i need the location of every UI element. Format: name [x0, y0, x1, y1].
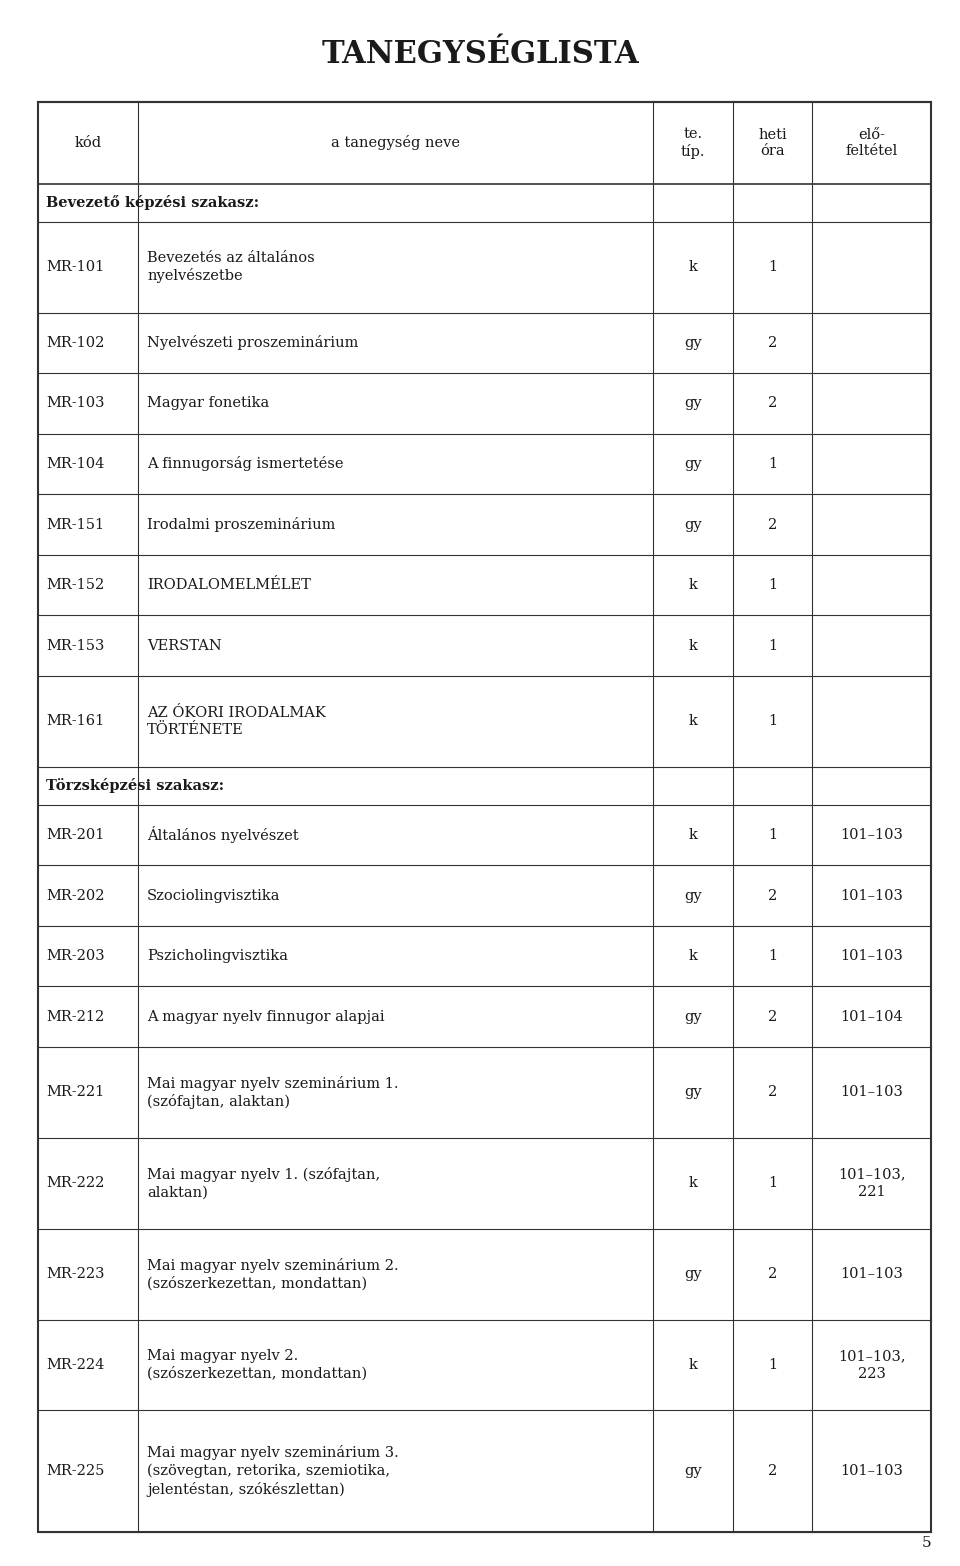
- Text: 101–103: 101–103: [840, 1267, 903, 1281]
- Text: gy: gy: [684, 1464, 702, 1478]
- Text: 101–104: 101–104: [840, 1010, 903, 1024]
- Text: 2: 2: [768, 1267, 777, 1281]
- Text: 1: 1: [768, 578, 777, 592]
- Text: k: k: [688, 260, 698, 274]
- Text: MR-101: MR-101: [46, 260, 105, 274]
- Text: MR-201: MR-201: [46, 828, 105, 843]
- Text: 101–103: 101–103: [840, 828, 903, 843]
- Text: Mai magyar nyelv 2.
(szószerkezettan, mondattan): Mai magyar nyelv 2. (szószerkezettan, mo…: [147, 1348, 368, 1381]
- Text: 101–103: 101–103: [840, 949, 903, 963]
- Text: gy: gy: [684, 396, 702, 410]
- Text: 101–103,
221: 101–103, 221: [838, 1168, 905, 1200]
- Text: 2: 2: [768, 335, 777, 349]
- Text: MR-161: MR-161: [46, 714, 105, 728]
- Text: MR-225: MR-225: [46, 1464, 105, 1478]
- Text: gy: gy: [684, 335, 702, 349]
- Text: 2: 2: [768, 888, 777, 902]
- Text: 2: 2: [768, 1464, 777, 1478]
- Text: Mai magyar nyelv szeminárium 1.
(szófajtan, alaktan): Mai magyar nyelv szeminárium 1. (szófajt…: [147, 1076, 398, 1109]
- Text: MR-223: MR-223: [46, 1267, 105, 1281]
- Text: k: k: [688, 949, 698, 963]
- Text: k: k: [688, 1358, 698, 1372]
- Text: A magyar nyelv finnugor alapjai: A magyar nyelv finnugor alapjai: [147, 1010, 385, 1024]
- Text: MR-222: MR-222: [46, 1176, 105, 1190]
- Text: 1: 1: [768, 714, 777, 728]
- Text: kód: kód: [75, 136, 102, 150]
- Text: 101–103: 101–103: [840, 1085, 903, 1099]
- Text: MR-151: MR-151: [46, 517, 105, 531]
- Text: gy: gy: [684, 517, 702, 531]
- Text: 1: 1: [768, 260, 777, 274]
- Text: Irodalmi proszeminárium: Irodalmi proszeminárium: [147, 517, 336, 532]
- Text: MR-152: MR-152: [46, 578, 105, 592]
- Text: te.
típ.: te. típ.: [681, 127, 706, 158]
- Text: MR-102: MR-102: [46, 335, 105, 349]
- Text: 1: 1: [768, 1358, 777, 1372]
- Text: heti
óra: heti óra: [758, 128, 787, 158]
- Text: 2: 2: [768, 517, 777, 531]
- Text: MR-104: MR-104: [46, 457, 105, 471]
- Text: MR-221: MR-221: [46, 1085, 105, 1099]
- Text: elő-
feltétel: elő- feltétel: [846, 128, 898, 158]
- Text: AZ ÓKORI IRODALMAK
TÖRTÉNETE: AZ ÓKORI IRODALMAK TÖRTÉNETE: [147, 706, 326, 738]
- Text: gy: gy: [684, 888, 702, 902]
- Text: 5: 5: [922, 1536, 931, 1550]
- Text: A finnugorság ismertetése: A finnugorság ismertetése: [147, 456, 344, 471]
- Text: MR-103: MR-103: [46, 396, 105, 410]
- Text: Szociolingvisztika: Szociolingvisztika: [147, 888, 280, 902]
- Text: Törzsképzési szakasz:: Törzsképzési szakasz:: [46, 778, 225, 794]
- Text: k: k: [688, 1176, 698, 1190]
- Text: a tanegység neve: a tanegység neve: [331, 135, 460, 150]
- Text: 1: 1: [768, 828, 777, 843]
- Text: 101–103,
223: 101–103, 223: [838, 1350, 905, 1381]
- Text: 2: 2: [768, 396, 777, 410]
- Text: TANEGYSÉGLISTA: TANEGYSÉGLISTA: [322, 39, 638, 70]
- Text: VERSTAN: VERSTAN: [147, 639, 222, 653]
- Text: Bevezető képzési szakasz:: Bevezető képzési szakasz:: [46, 196, 259, 210]
- Text: MR-153: MR-153: [46, 639, 105, 653]
- Text: k: k: [688, 714, 698, 728]
- Text: 1: 1: [768, 949, 777, 963]
- Text: k: k: [688, 828, 698, 843]
- Text: gy: gy: [684, 1010, 702, 1024]
- Text: 2: 2: [768, 1010, 777, 1024]
- Text: Mai magyar nyelv 1. (szófajtan,
alaktan): Mai magyar nyelv 1. (szófajtan, alaktan): [147, 1167, 380, 1200]
- Text: gy: gy: [684, 457, 702, 471]
- Text: Pszicholingvisztika: Pszicholingvisztika: [147, 949, 288, 963]
- Text: MR-203: MR-203: [46, 949, 105, 963]
- Text: 1: 1: [768, 639, 777, 653]
- Text: k: k: [688, 578, 698, 592]
- Text: MR-212: MR-212: [46, 1010, 105, 1024]
- Text: 2: 2: [768, 1085, 777, 1099]
- Text: IRODALOMELMÉLET: IRODALOMELMÉLET: [147, 578, 311, 592]
- Text: Bevezetés az általános
nyelvészetbe: Bevezetés az általános nyelvészetbe: [147, 251, 315, 283]
- Text: MR-224: MR-224: [46, 1358, 105, 1372]
- Text: 1: 1: [768, 1176, 777, 1190]
- Text: gy: gy: [684, 1085, 702, 1099]
- Text: Mai magyar nyelv szeminárium 3.
(szövegtan, retorika, szemiotika,
jelentéstan, s: Mai magyar nyelv szeminárium 3. (szövegt…: [147, 1445, 399, 1497]
- Text: Magyar fonetika: Magyar fonetika: [147, 396, 270, 410]
- Text: 101–103: 101–103: [840, 1464, 903, 1478]
- Text: Általános nyelvészet: Általános nyelvészet: [147, 827, 299, 844]
- Text: 101–103: 101–103: [840, 888, 903, 902]
- Text: 1: 1: [768, 457, 777, 471]
- Text: MR-202: MR-202: [46, 888, 105, 902]
- Text: k: k: [688, 639, 698, 653]
- Text: Nyelvészeti proszeminárium: Nyelvészeti proszeminárium: [147, 335, 359, 351]
- Text: Mai magyar nyelv szeminárium 2.
(szószerkezettan, mondattan): Mai magyar nyelv szeminárium 2. (szószer…: [147, 1257, 398, 1290]
- Text: gy: gy: [684, 1267, 702, 1281]
